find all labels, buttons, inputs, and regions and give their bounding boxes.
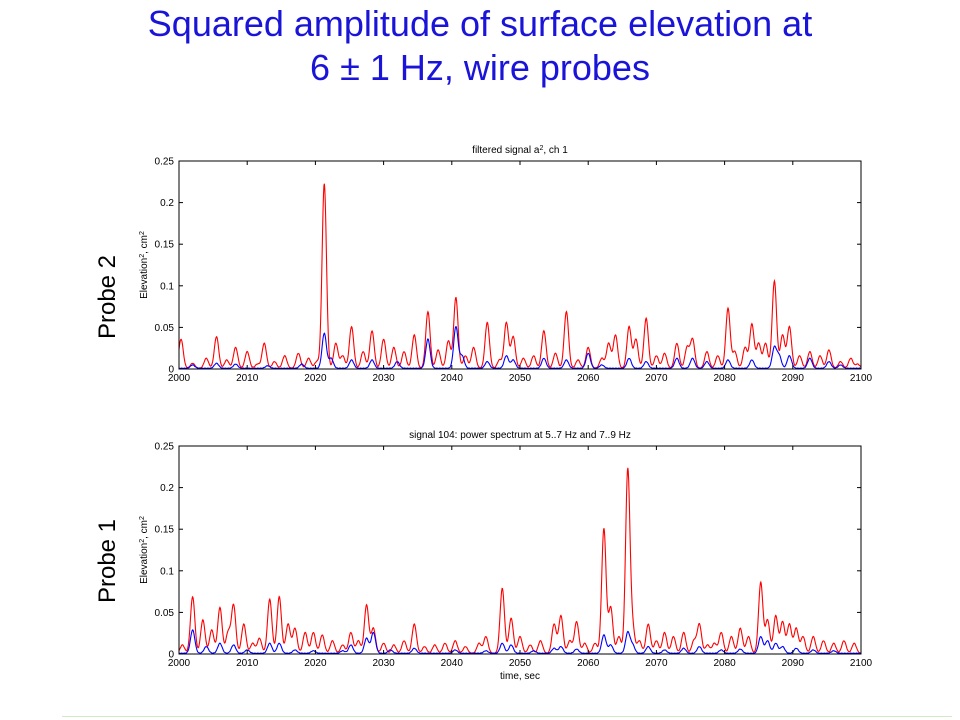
x-tick-label: 2080 xyxy=(713,373,736,384)
y-tick-label: 0.25 xyxy=(155,157,175,168)
y-tick-label: 0 xyxy=(168,365,174,376)
x-axis-label: time, sec xyxy=(500,671,540,682)
x-tick-label: 2060 xyxy=(577,658,600,669)
series-line-1 xyxy=(178,467,862,654)
y-tick-label: 0.15 xyxy=(155,525,175,536)
x-tick-label: 2050 xyxy=(509,373,532,384)
x-tick-label: 2000 xyxy=(168,373,191,384)
slide-title: Squared amplitude of surface elevation a… xyxy=(0,2,960,90)
y-tick-label: 0.25 xyxy=(155,442,175,453)
slide-title-line-1: Squared amplitude of surface elevation a… xyxy=(147,3,813,44)
x-tick-label: 2090 xyxy=(782,373,805,384)
footer-divider xyxy=(62,716,952,717)
x-tick-label: 2070 xyxy=(645,373,668,384)
x-tick-label: 2020 xyxy=(304,373,327,384)
x-tick-label: 2080 xyxy=(713,658,736,669)
plot-frame xyxy=(178,160,862,370)
series-line-2 xyxy=(178,629,862,655)
series-line-1 xyxy=(178,183,862,369)
x-tick-label: 2100 xyxy=(850,373,873,384)
x-tick-label: 2010 xyxy=(236,373,259,384)
y-tick-label: 0.2 xyxy=(160,198,174,209)
x-tick-label: 2050 xyxy=(509,658,532,669)
y-axis-label: Elevation2, cm2 xyxy=(139,516,151,584)
y-tick-label: 0.1 xyxy=(160,566,174,577)
y-tick-label: 0.05 xyxy=(155,608,175,619)
y-axis-label: Elevation2, cm2 xyxy=(139,231,151,299)
chart-title: filtered signal a2, ch 1 xyxy=(472,145,568,157)
y-tick-label: 0 xyxy=(168,650,174,661)
x-tick-label: 2030 xyxy=(372,373,395,384)
x-tick-label: 2060 xyxy=(577,373,600,384)
y-tick-label: 0.05 xyxy=(155,323,175,334)
chart-panel-1: filtered signal a2, ch 1 2000 2010 2020 2030… xyxy=(139,145,873,385)
y-tick-label: 0.15 xyxy=(155,240,175,251)
y-tick-label: 0.1 xyxy=(160,281,174,292)
slide-title-line-2: 6 ± 1 Hz, wire probes xyxy=(310,47,650,88)
x-tick-label: 2010 xyxy=(236,658,259,669)
chart-panel-2: signal 104: power spectrum at 5..7 Hz an… xyxy=(139,430,873,682)
x-tick-label: 2000 xyxy=(168,658,191,669)
x-tick-label: 2040 xyxy=(441,373,464,384)
x-tick-label: 2100 xyxy=(850,658,873,669)
x-tick-label: 2070 xyxy=(645,658,668,669)
series-line-2 xyxy=(178,325,862,370)
x-tick-label: 2030 xyxy=(372,658,395,669)
x-tick-label: 2090 xyxy=(782,658,805,669)
x-tick-label: 2020 xyxy=(304,658,327,669)
x-tick-label: 2040 xyxy=(441,658,464,669)
y-tick-label: 0.2 xyxy=(160,483,174,494)
chart-title: signal 104: power spectrum at 5..7 Hz an… xyxy=(409,430,631,441)
